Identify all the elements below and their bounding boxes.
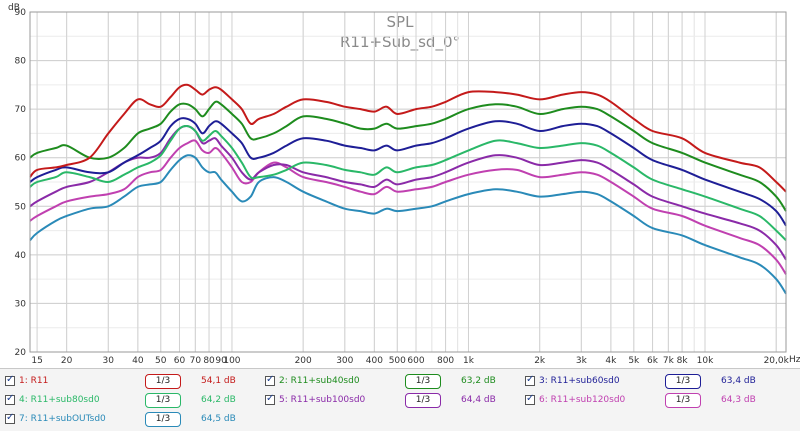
smoothing-button[interactable]: 1/3	[665, 392, 701, 408]
x-tick-label: 800	[437, 356, 454, 366]
legend-level-value: 64,5 dB	[201, 414, 236, 424]
series-line-5	[29, 125, 787, 261]
x-tick-label: 1k	[463, 356, 475, 366]
series-line-3	[29, 117, 787, 227]
y-axis-unit: dB	[8, 3, 20, 13]
x-tick-label: 100	[223, 356, 240, 366]
legend-series-name: 4: R11+sub80sd0	[19, 395, 100, 405]
x-tick-label: 10k	[697, 356, 714, 366]
legend-series-name: 7: R11+subOUTsd0	[19, 414, 106, 424]
series-line-4	[29, 124, 787, 242]
legend-checkbox[interactable]	[265, 374, 275, 386]
smoothing-button[interactable]: 1/3	[145, 373, 181, 389]
legend-checkbox[interactable]	[525, 393, 535, 405]
series-line-7	[29, 154, 787, 295]
x-tick-label: 400	[366, 356, 383, 366]
legend-item-2: 2: R11+sub40sd0 1/3 63,2 dB	[265, 372, 520, 390]
x-tick-label: 30	[103, 356, 115, 366]
x-tick-label: 5k	[628, 356, 640, 366]
legend-level-value: 63,4 dB	[721, 376, 756, 386]
x-tick-label: 40	[132, 356, 144, 366]
legend-series-name: 6: R11+sub120sd0	[539, 395, 626, 405]
y-tick-label: 70	[15, 105, 27, 115]
legend-series-name: 3: R11+sub60sd0	[539, 376, 620, 386]
x-tick-label: 600	[407, 356, 424, 366]
x-tick-label: 70	[190, 356, 202, 366]
legend-series-name: 5: R11+sub100sd0	[279, 395, 366, 405]
x-tick-label: 500	[389, 356, 406, 366]
legend-checkbox[interactable]	[5, 374, 15, 386]
x-tick-label: 7k	[663, 356, 675, 366]
legend-level-value: 64,4 dB	[461, 395, 496, 405]
series-lines	[29, 83, 787, 295]
x-tick-label: 90	[215, 356, 227, 366]
x-tick-label: 50	[155, 356, 167, 366]
x-tick-label: 20,0k	[764, 356, 790, 366]
legend-checkbox[interactable]	[5, 393, 15, 405]
x-tick-label: 80	[203, 356, 215, 366]
legend-level-value: 54,1 dB	[201, 376, 236, 386]
legend-series-name: 2: R11+sub40sd0	[279, 376, 360, 386]
y-tick-label: 80	[15, 57, 27, 67]
legend-checkbox[interactable]	[525, 374, 535, 386]
legend-item-1: 1: R11 1/3 54,1 dB	[5, 372, 260, 390]
x-tick-label: 6k	[647, 356, 659, 366]
x-tick-label: 2k	[534, 356, 546, 366]
smoothing-button[interactable]: 1/3	[405, 392, 441, 408]
x-tick-label: 8k	[677, 356, 689, 366]
y-tick-label: 90	[15, 8, 27, 18]
smoothing-button[interactable]: 1/3	[405, 373, 441, 389]
legend-level-value: 63,2 dB	[461, 376, 496, 386]
legend-checkbox[interactable]	[5, 412, 15, 424]
legend-level-value: 64,3 dB	[721, 395, 756, 405]
smoothing-button[interactable]: 1/3	[145, 411, 181, 427]
x-tick-label: 20	[61, 356, 73, 366]
x-tick-label: 300	[336, 356, 353, 366]
plot-frame	[29, 11, 787, 353]
x-tick-label: 15	[31, 356, 42, 366]
legend-level-value: 64,2 dB	[201, 395, 236, 405]
chart-title: SPL	[387, 13, 415, 31]
y-tick-label: 60	[15, 154, 27, 164]
legend-item-4: 4: R11+sub80sd0 1/3 64,2 dB	[5, 391, 260, 409]
y-tick-label: 40	[15, 251, 27, 261]
series-line-1	[29, 83, 787, 193]
x-tick-label: 200	[295, 356, 312, 366]
series-line-2	[29, 100, 787, 212]
legend-item-7: 7: R11+subOUTsd0 1/3 64,5 dB	[5, 410, 260, 428]
legend-item-3: 3: R11+sub60sd0 1/3 63,4 dB	[525, 372, 780, 390]
x-tick-label: 3k	[576, 356, 588, 366]
y-tick-label: 30	[15, 299, 27, 309]
y-tick-label: 50	[15, 202, 27, 212]
x-tick-label: 4k	[605, 356, 617, 366]
y-tick-label: 20	[15, 348, 27, 358]
spl-chart: SPL R11+Sub_sd_0° dB Hz 2030405060708090…	[8, 3, 800, 366]
legend: 1: R11 1/3 54,1 dB 2: R11+sub40sd0 1/3 63,2 d…	[0, 368, 800, 431]
x-axis-unit: Hz	[789, 355, 800, 365]
smoothing-button[interactable]: 1/3	[145, 392, 181, 408]
legend-checkbox[interactable]	[265, 393, 275, 405]
legend-item-5: 5: R11+sub100sd0 1/3 64,4 dB	[265, 391, 520, 409]
x-tick-label: 60	[174, 356, 186, 366]
legend-series-name: 1: R11	[19, 376, 49, 386]
legend-item-6: 6: R11+sub120sd0 1/3 64,3 dB	[525, 391, 780, 409]
series-line-6	[29, 139, 787, 275]
smoothing-button[interactable]: 1/3	[665, 373, 701, 389]
chart-subtitle: R11+Sub_sd_0°	[340, 33, 460, 52]
